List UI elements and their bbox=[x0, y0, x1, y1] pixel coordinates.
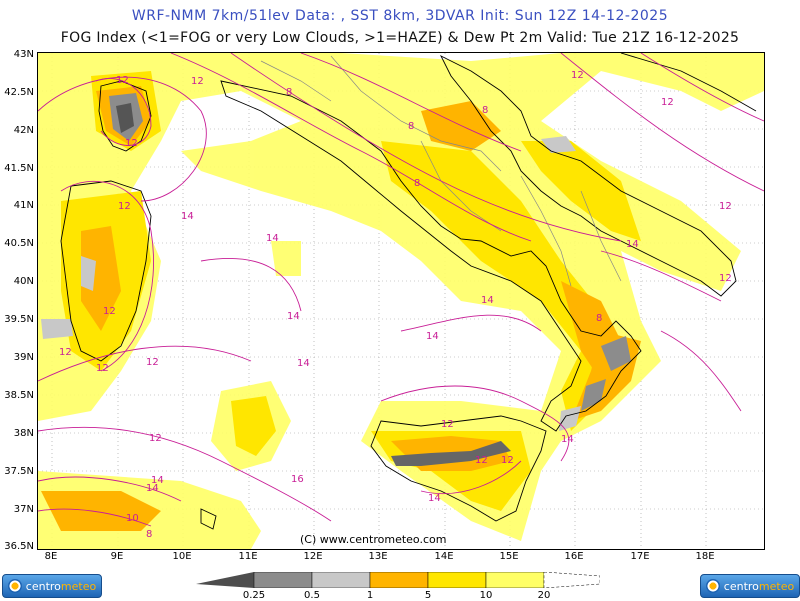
lon-label: 13E bbox=[368, 551, 388, 562]
contour-label: 12 bbox=[59, 347, 72, 358]
colorbar-label: 10 bbox=[479, 590, 493, 601]
contour-label: 14 bbox=[626, 239, 639, 250]
lon-label: 17E bbox=[630, 551, 650, 562]
fog-areas bbox=[41, 93, 631, 466]
contour-label: 12 bbox=[571, 70, 584, 81]
field-title: FOG Index (<1=FOG or very Low Clouds, >1… bbox=[60, 30, 740, 46]
colorbar-label: 0.5 bbox=[304, 590, 320, 601]
contour-label: 8 bbox=[414, 178, 420, 189]
dewpoint-contours bbox=[38, 53, 764, 527]
contour-label: 8 bbox=[596, 313, 602, 324]
lon-label: 16E bbox=[564, 551, 584, 562]
contour-label: 8 bbox=[482, 105, 488, 116]
lat-label: 43N bbox=[13, 49, 34, 60]
lat-label: 42.5N bbox=[4, 87, 34, 98]
lat-label: 39.5N bbox=[4, 314, 34, 325]
lon-label: 9E bbox=[110, 551, 124, 562]
colorbar-swatch bbox=[196, 572, 254, 588]
coastlines bbox=[60, 53, 757, 530]
contour-label: 12 bbox=[475, 455, 488, 466]
colorbar-swatch bbox=[311, 571, 371, 589]
contour-label: 8 bbox=[146, 529, 152, 540]
colorbar-swatch bbox=[253, 571, 313, 589]
contour-label: 14 bbox=[561, 434, 574, 445]
logo-text-a: centro bbox=[723, 579, 759, 593]
lat-label: 38.5N bbox=[4, 390, 34, 401]
contour-label: 14 bbox=[151, 475, 164, 486]
lat-label: 38N bbox=[13, 428, 34, 439]
contour-label: 14 bbox=[266, 233, 279, 244]
colorbar-svg bbox=[196, 571, 601, 589]
contour-label: 12 bbox=[103, 306, 116, 317]
centrometeo-logo-left[interactable]: centro meteo bbox=[2, 574, 102, 598]
contour-label: 12 bbox=[149, 433, 162, 444]
contour-label: 10 bbox=[126, 513, 139, 524]
colorbar bbox=[196, 571, 601, 589]
contour-label: 8 bbox=[408, 121, 414, 132]
contour-label: 12 bbox=[719, 273, 732, 284]
contour-label: 12 bbox=[96, 363, 109, 374]
contour-label: 14 bbox=[426, 331, 439, 342]
contour-label: 16 bbox=[291, 474, 304, 485]
colorbar-label: 20 bbox=[537, 590, 551, 601]
contour-label: 14 bbox=[297, 358, 310, 369]
contour-label: 14 bbox=[146, 483, 159, 494]
contour-label: 8 bbox=[286, 87, 292, 98]
model-title: WRF-NMM 7km/51lev Data: , SST 8km, 3DVAR… bbox=[131, 8, 669, 24]
logo-text-b: meteo bbox=[60, 579, 97, 593]
colorbar-label: 5 bbox=[424, 590, 432, 601]
lon-label: 15E bbox=[499, 551, 519, 562]
lon-label: 8E bbox=[44, 551, 58, 562]
contour-label: 14 bbox=[287, 311, 300, 322]
contour-labels: 12 12 8 8 8 12 12 12 12 14 14 14 14 14 1… bbox=[59, 70, 732, 540]
contour-label: 12 bbox=[146, 357, 159, 368]
contour-label: 12 bbox=[118, 201, 131, 212]
contour-label: 12 bbox=[125, 138, 138, 149]
lon-label: 11E bbox=[238, 551, 258, 562]
lat-label: 40.5N bbox=[4, 238, 34, 249]
lat-label: 39N bbox=[13, 352, 34, 363]
lat-label: 41.5N bbox=[4, 163, 34, 174]
lat-label: 40N bbox=[13, 276, 34, 287]
lat-label: 37N bbox=[13, 504, 34, 515]
colorbar-label: 1 bbox=[366, 590, 374, 601]
contour-label: 12 bbox=[719, 201, 732, 212]
lon-label: 10E bbox=[172, 551, 192, 562]
colorbar-swatch bbox=[369, 571, 429, 589]
regional-borders bbox=[260, 55, 622, 287]
lat-label: 42N bbox=[13, 125, 34, 136]
lon-label: 18E bbox=[695, 551, 715, 562]
contour-label: 12 bbox=[501, 455, 514, 466]
centrometeo-logo-right[interactable]: centro meteo bbox=[700, 574, 800, 598]
lat-label: 41N bbox=[13, 200, 34, 211]
logo-circle-icon bbox=[7, 579, 22, 593]
contour-label: 12 bbox=[116, 75, 129, 86]
map-canvas: 12 12 8 8 8 12 12 12 12 14 14 14 14 14 1… bbox=[38, 53, 764, 549]
contour-label: 12 bbox=[441, 419, 454, 430]
lon-label: 14E bbox=[434, 551, 454, 562]
contour-label: 14 bbox=[428, 493, 441, 504]
logo-circle-icon bbox=[705, 579, 720, 593]
lon-label: 12E bbox=[303, 551, 323, 562]
lat-label: 36.5N bbox=[4, 541, 34, 552]
colorbar-swatch bbox=[543, 571, 601, 589]
contour-label: 12 bbox=[191, 76, 204, 87]
copyright-text: (C) www.centrometeo.com bbox=[300, 533, 447, 546]
colorbar-swatch bbox=[485, 571, 545, 589]
colorbar-label: 0.25 bbox=[242, 590, 266, 601]
colorbar-swatch bbox=[427, 571, 487, 589]
logo-text-a: centro bbox=[25, 579, 61, 593]
logo-text-b: meteo bbox=[758, 579, 795, 593]
lat-label: 37.5N bbox=[4, 466, 34, 477]
contour-label: 14 bbox=[481, 295, 494, 306]
contour-label: 14 bbox=[181, 211, 194, 222]
weather-map: 12 12 8 8 8 12 12 12 12 14 14 14 14 14 1… bbox=[37, 52, 765, 550]
contour-label: 12 bbox=[661, 97, 674, 108]
